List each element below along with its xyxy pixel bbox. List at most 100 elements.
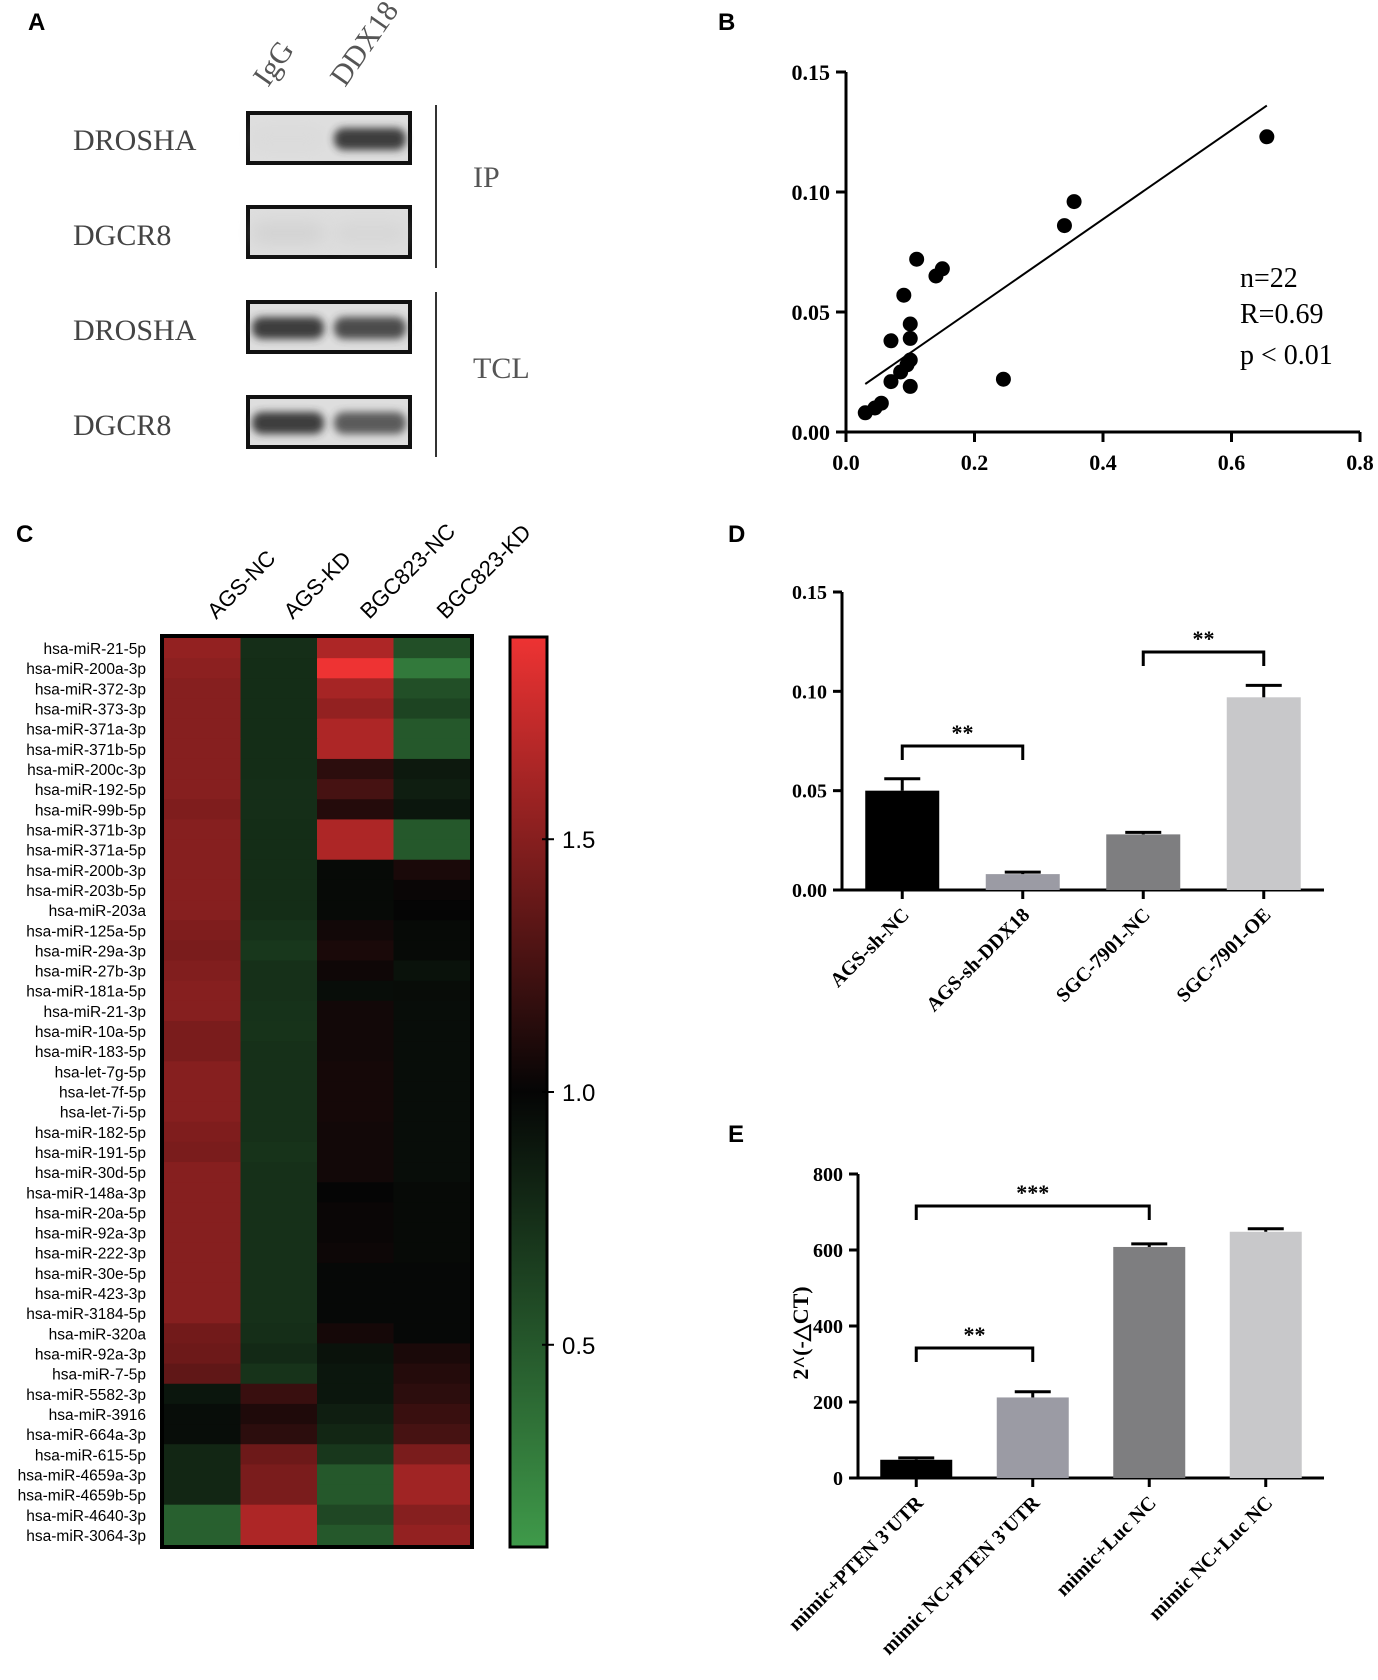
heatmap-cell [240, 738, 318, 760]
heatmap-cell [317, 1162, 395, 1183]
y-tick-label: 0 [833, 1468, 843, 1490]
heatmap-cell [240, 1504, 318, 1526]
heatmap-cell [164, 779, 242, 800]
heatmap-cell [164, 879, 242, 901]
heatmap-cell [317, 1262, 395, 1284]
heatmap-cell [393, 1020, 471, 1042]
y-tick-label: 0.15 [792, 582, 827, 604]
heatmap-cell [393, 1303, 471, 1324]
heatmap-row-label: hsa-miR-371a-5p [26, 843, 146, 860]
heatmap-cell [164, 698, 242, 720]
x-tick-label: SGC-7901-NC [1052, 904, 1155, 1007]
heatmap-cell [164, 900, 242, 921]
scatter-point [883, 374, 899, 390]
heatmap-cell [317, 1101, 395, 1123]
heatmap-cell [393, 1242, 471, 1264]
heatmap-cell [317, 1182, 395, 1203]
heatmap-row-label: hsa-miR-423-3p [35, 1286, 146, 1303]
heatmap-cell [317, 1524, 395, 1546]
heatmap-row-label: hsa-miR-30d-5p [35, 1165, 146, 1182]
heatmap-cell [240, 1162, 318, 1183]
heatmap-cell [393, 1101, 471, 1123]
heatmap-cell [317, 758, 395, 780]
heatmap-cell [393, 738, 471, 760]
heatmap-row-label: hsa-miR-21-3p [43, 1004, 146, 1021]
y-tick-label: 0.05 [792, 300, 831, 325]
heatmap-cell [317, 1141, 395, 1163]
heatmap-row-label: hsa-miR-3184-5p [26, 1306, 146, 1323]
heatmap-cell [240, 1101, 318, 1123]
heatmap-cell [317, 1504, 395, 1526]
heatmap-cell [393, 718, 471, 740]
heatmap-cell [240, 940, 318, 962]
regression-line [864, 104, 1268, 385]
heatmap-cell [393, 980, 471, 1002]
heatmap-cell [164, 839, 242, 861]
heatmap-cell [240, 1282, 318, 1304]
heatmap-row-label: hsa-miR-3916 [49, 1407, 146, 1424]
heatmap-cell [393, 1444, 471, 1465]
heatmap-cell [317, 678, 395, 700]
heatmap-cell [393, 1524, 471, 1546]
heatmap-row-label: hsa-miR-320a [49, 1326, 147, 1343]
heatmap-cell [393, 658, 471, 679]
heatmap-row-label: hsa-miR-92a-3p [35, 1347, 146, 1364]
scatter-point [873, 395, 889, 411]
significance-marker: ** [1193, 626, 1215, 651]
heatmap-cell [317, 1000, 395, 1022]
heatmap-cell [164, 1424, 242, 1445]
heatmap-cell [393, 1041, 471, 1062]
annotation-n: n=22 [1240, 263, 1298, 294]
heatmap-cell [240, 1444, 318, 1465]
heatmap-cell [393, 1121, 471, 1143]
heatmap-row-label: hsa-miR-371b-3p [26, 823, 146, 840]
heatmap-cell [393, 779, 471, 800]
heatmap-cell [393, 1363, 471, 1385]
heatmap-cell [240, 1464, 318, 1486]
significance-marker: *** [1016, 1180, 1049, 1205]
heatmap-cell [317, 1242, 395, 1264]
heatmap-row-label: hsa-miR-92a-3p [35, 1226, 146, 1243]
heatmap-cell [240, 1061, 318, 1083]
heatmap-cell [317, 980, 395, 1002]
heatmap-cell [393, 1202, 471, 1224]
heatmap-cell [393, 1141, 471, 1163]
heatmap-column-label: AGS-KD [279, 546, 356, 623]
heatmap-cell [240, 1141, 318, 1163]
heatmap-cell [393, 1162, 471, 1183]
panel-letter-a: A [28, 9, 45, 36]
heatmap-cell [164, 1121, 242, 1143]
heatmap-row-label: hsa-miR-4640-3p [26, 1508, 146, 1525]
heatmap-cell [240, 678, 318, 700]
x-tick-label: 0.4 [1089, 450, 1117, 475]
heatmap-cell [240, 1041, 318, 1062]
heatmap-cell [240, 1303, 318, 1324]
heatmap-cell [393, 1262, 471, 1284]
blot-band [252, 412, 324, 434]
significance-bracket [900, 744, 1025, 760]
heatmap-cell [317, 1303, 395, 1324]
panel-b-scatter-plot: 0.0 0.2 0.4 0.6 0.8 0.00 0.05 0.10 0.15 n=22 R=0… [792, 60, 1374, 475]
heatmap-cell [240, 698, 318, 720]
heatmap-row-label: hsa-miR-10a-5p [35, 1024, 146, 1041]
heatmap-cell [164, 980, 242, 1002]
heatmap-cell [164, 1403, 242, 1425]
y-tick-label: 0.10 [792, 681, 827, 703]
panel-letter-d: D [728, 521, 745, 548]
heatmap-row-label: hsa-miR-222-3p [35, 1246, 146, 1263]
heatmap-row-label: hsa-miR-372-3p [35, 681, 146, 698]
heatmap-row-label: hsa-miR-4659a-3p [18, 1468, 146, 1485]
heatmap-cell [240, 658, 318, 679]
heatmap-row-label: hsa-let-7f-5p [59, 1085, 146, 1102]
heatmap-cell [164, 1343, 242, 1365]
x-tick-label: AGS-sh-DDX18 [922, 904, 1034, 1016]
y-tick-label: 0.15 [792, 60, 831, 85]
heatmap-cell [393, 1182, 471, 1203]
y-tick-label: 600 [813, 1240, 843, 1262]
annotation-r: R=0.69 [1240, 299, 1323, 330]
heatmap-cell [240, 1363, 318, 1385]
heatmap-cell [393, 1282, 471, 1304]
heatmap-row-label: hsa-miR-148a-3p [26, 1185, 146, 1202]
colorbar-tick-label: 0.5 [562, 1333, 595, 1360]
